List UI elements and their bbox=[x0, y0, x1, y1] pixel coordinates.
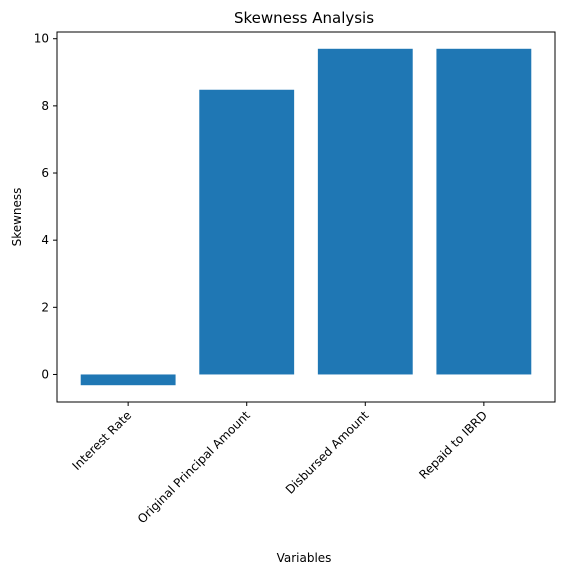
y-tick-label-0: 0 bbox=[41, 367, 49, 381]
plot-frame bbox=[56, 31, 556, 403]
x-axis: Interest Rate Original Principal Amount Di… bbox=[70, 402, 490, 526]
x-tick-label-1: Original Principal Amount bbox=[135, 408, 253, 526]
bar-2 bbox=[317, 48, 413, 375]
y-tick-label-2: 4 bbox=[41, 233, 49, 247]
bar-3 bbox=[436, 48, 532, 375]
y-axis: 0 2 4 6 8 10 bbox=[34, 32, 57, 381]
x-tick-label-2: Disbursed Amount bbox=[283, 408, 372, 497]
y-tick-label-3: 6 bbox=[41, 166, 49, 180]
y-tick-label-1: 2 bbox=[41, 300, 49, 314]
y-tick-label-4: 8 bbox=[41, 99, 49, 113]
x-tick-label-3: Repaid to IBRD bbox=[416, 408, 490, 482]
x-tick-label-0: Interest Rate bbox=[70, 408, 135, 473]
chart-title: Skewness Analysis bbox=[234, 9, 374, 27]
bar-1 bbox=[199, 89, 295, 375]
y-tick-label-5: 10 bbox=[34, 32, 49, 46]
bars bbox=[80, 48, 532, 386]
bar-0 bbox=[80, 374, 176, 386]
x-axis-label: Variables bbox=[277, 551, 332, 565]
y-axis-label: Skewness bbox=[10, 188, 24, 247]
